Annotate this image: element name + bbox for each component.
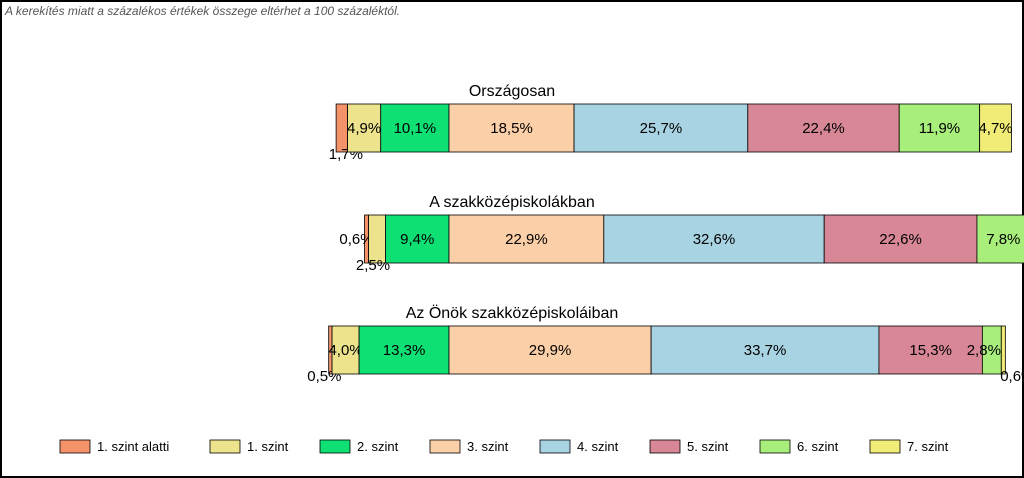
legend-item: 4. szint [539, 439, 619, 454]
bar-segment [335, 103, 349, 153]
bar-segment [385, 214, 450, 264]
legend-item: 1. szint [209, 439, 289, 454]
data-label: 4,9% [347, 120, 381, 137]
data-label: 29,9% [529, 342, 572, 359]
legend-item: 7. szint [869, 439, 949, 454]
bar-segment [976, 214, 1024, 264]
bar-segment [368, 214, 386, 264]
data-label: 22,6% [879, 231, 922, 248]
bar-segment [573, 103, 749, 153]
data-label: 22,9% [505, 231, 548, 248]
bar-segment [878, 325, 983, 375]
legend-swatch [869, 439, 901, 454]
category-title: Országosan [469, 83, 555, 100]
rounding-note: A kerekítés miatt a százalékos értékek ö… [4, 4, 400, 18]
data-label: 7,8% [986, 231, 1020, 248]
legend-label: 4. szint [577, 439, 619, 454]
bar-segment [650, 325, 880, 375]
bar-segment [979, 103, 1012, 153]
bar-segment [448, 214, 605, 264]
legend-item: 6. szint [759, 439, 839, 454]
bar-segment [331, 325, 360, 375]
legend-swatch [759, 439, 791, 454]
bar-segment [448, 325, 652, 375]
data-label: 32,6% [693, 231, 736, 248]
legend-item: 3. szint [429, 439, 509, 454]
data-label: 0,6% [1000, 368, 1024, 385]
legend: 1. szint alatti 1. szint 2. szint 3. szint 4… [59, 439, 949, 454]
legend-swatch [319, 439, 351, 454]
bar-segment [747, 103, 900, 153]
category-title: Az Önök szakközépiskoláiban [406, 304, 619, 322]
bar-segment [358, 325, 450, 375]
legend-item: 2. szint [319, 439, 399, 454]
legend-swatch [539, 439, 571, 454]
legend-label: 2. szint [357, 439, 399, 454]
data-label: 15,3% [909, 342, 952, 359]
data-label: 33,7% [744, 342, 787, 359]
data-label: 11,9% [919, 120, 960, 137]
data-label: 13,3% [383, 342, 426, 359]
bar-segment [603, 214, 825, 264]
legend-label: 1. szint [247, 439, 289, 454]
data-label: 18,5% [490, 120, 533, 137]
legend-label: 3. szint [467, 439, 509, 454]
data-label: 10,1% [394, 120, 437, 137]
data-label: 0,6% [339, 231, 373, 248]
data-label: 25,7% [640, 120, 683, 137]
data-label: 2,5% [356, 257, 390, 274]
legend-swatch [59, 439, 91, 454]
legend-label: 1. szint alatti [97, 439, 169, 454]
legend-item: 5. szint [649, 439, 729, 454]
legend-item: 1. szint alatti [59, 439, 169, 454]
data-label: 22,4% [802, 120, 845, 137]
data-label: 4,0% [328, 342, 362, 359]
bar-segment [347, 103, 382, 153]
bar-segment [1000, 325, 1006, 375]
data-label: 2,8% [967, 342, 1001, 359]
data-label: 9,4% [400, 231, 434, 248]
bar-segment [898, 103, 981, 153]
legend-swatch [649, 439, 681, 454]
data-label: 4,7% [978, 120, 1012, 137]
legend-label: 6. szint [797, 439, 839, 454]
category-title: A szakközépiskolákban [429, 194, 594, 211]
legend-label: 7. szint [907, 439, 949, 454]
legend-swatch [209, 439, 241, 454]
legend-swatch [429, 439, 461, 454]
legend-label: 5. szint [687, 439, 729, 454]
